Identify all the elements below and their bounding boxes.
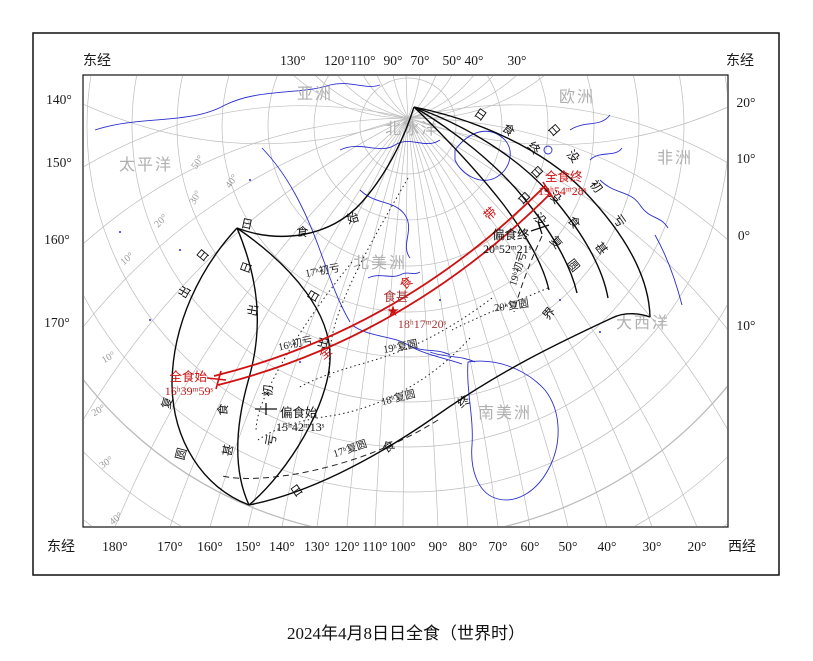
axis-tick: 110° [362,539,387,554]
band-north-limit [213,185,546,377]
total-end-time: 19ʰ54ᵐ28ˢ [538,184,587,198]
event-labels: 偏食始 15ʰ42ᵐ13ˢ 全食始 16ʰ39ᵐ59ˢ 食甚 ★ 18ʰ17ᵐ2… [165,169,587,434]
axis-tick: 140° [46,92,72,107]
eclipse-limit-curves [171,106,651,506]
curve-char: 日 [239,216,254,232]
axis-tick: 120° [324,53,350,68]
axis-tick: 150° [235,539,261,554]
axis-tick: 160° [44,232,70,247]
axis-tick: 0° [738,228,750,243]
axis-tick: 30° [643,539,662,554]
band-end-tick [542,181,554,199]
partial-end-tick [530,221,550,235]
partial-end-label: 偏食终 [492,227,530,242]
axis-tick: 40° [598,539,617,554]
total-begin-label: 全食始 [169,369,207,384]
region-label-africa: 非洲 [657,149,693,167]
region-label-arctic: 北冰洋 [385,120,439,138]
total-end-label: 全食终 [545,169,583,184]
band-start-leader [206,377,227,381]
axis-tick: 70° [411,53,430,68]
axis-tick: 110° [350,53,375,68]
region-label-atlantic: 大西洋 [616,314,670,332]
axis-labels-bottom: 180° 170° 160° 150° 140° 130° 120° 110° … [102,539,706,554]
partial-end-time: 20ʰ52ᵐ21ˢ [483,242,532,256]
axis-tick: 40° [465,53,484,68]
axis-tick: 120° [334,539,360,554]
band-south-limit [217,192,552,386]
axis-tick: 130° [280,53,306,68]
region-label-north-america: 北美洲 [353,254,407,272]
curve-char: 出 [315,335,332,350]
axis-labels-right: 20° 10° 0° 10° [737,95,756,333]
curve-char: 出 [245,303,261,317]
axis-tick: 170° [44,315,70,330]
axis-labels-top: 130° 120° 110° 90° 70° 50° 40° 30° [280,53,526,68]
island-dots [119,179,601,363]
axis-tick: 140° [269,539,295,554]
axis-tick: 160° [197,539,223,554]
curve-char: 初 [261,384,276,397]
axis-tick: 90° [429,539,448,554]
page-title: 2024年4月8日日全食（世界时） [287,624,525,643]
axis-labels-left: 140° 150° 160° 170° [44,92,72,330]
region-label-asia: 亚洲 [297,86,333,103]
axis-tick: 100° [390,539,416,554]
axis-tick: 130° [304,539,330,554]
curve-char: 始 [345,210,361,227]
total-begin-time: 16ʰ39ᵐ59ˢ [165,384,214,398]
axis-tick: 80° [459,539,478,554]
coastlines [94,83,683,501]
corner-bottom-left: 东经 [47,539,75,555]
partial-begin-label: 偏食始 [280,405,318,420]
region-labels: 太平洋 亚洲 北冰洋 欧洲 非洲 北美洲 大西洋 南美洲 [119,86,693,422]
greatest-time: 18ʰ17ᵐ20ˢ [398,317,447,331]
corner-labels: 东经 东经 东经 西经 [47,53,756,555]
region-label-pacific: 太平洋 [119,156,173,174]
greatest-star-icon: ★ [386,304,399,320]
curve-char: 日 [238,260,255,276]
axis-tick: 20° [688,539,707,554]
axis-tick: 10° [737,151,756,166]
corner-top-left: 东经 [83,53,111,69]
axis-tick: 50° [443,53,462,68]
curve-char: 圆 [173,446,190,461]
region-label-europe: 欧洲 [559,88,595,106]
curve-char: 亏 [263,433,279,447]
contact-curves [221,177,549,479]
axis-tick: 150° [46,155,72,170]
region-label-south-america: 南美洲 [478,404,532,422]
partial-begin-tick [255,403,277,415]
axis-tick: 20° [737,95,756,110]
graticule [84,76,727,526]
curve-char: 食 [215,403,231,416]
partial-begin-time: 15ʰ42ᵐ13ˢ [276,420,325,434]
axis-tick: 50° [559,539,578,554]
curve-char: 复 [159,395,176,410]
corner-bottom-right: 西经 [728,539,756,555]
curve-char: 食 [296,224,309,240]
curve-char: 甚 [220,443,236,457]
axis-tick: 10° [737,318,756,333]
axis-tick: 170° [157,539,183,554]
axis-tick: 90° [384,53,403,68]
axis-tick: 180° [102,539,128,554]
outer-frame [32,32,780,576]
greatest-label: 食甚 [383,289,408,304]
axis-tick: 60° [521,539,540,554]
totality-band [206,181,554,390]
axis-tick: 30° [508,53,527,68]
corner-top-right: 东经 [726,53,754,69]
axis-tick: 70° [489,539,508,554]
